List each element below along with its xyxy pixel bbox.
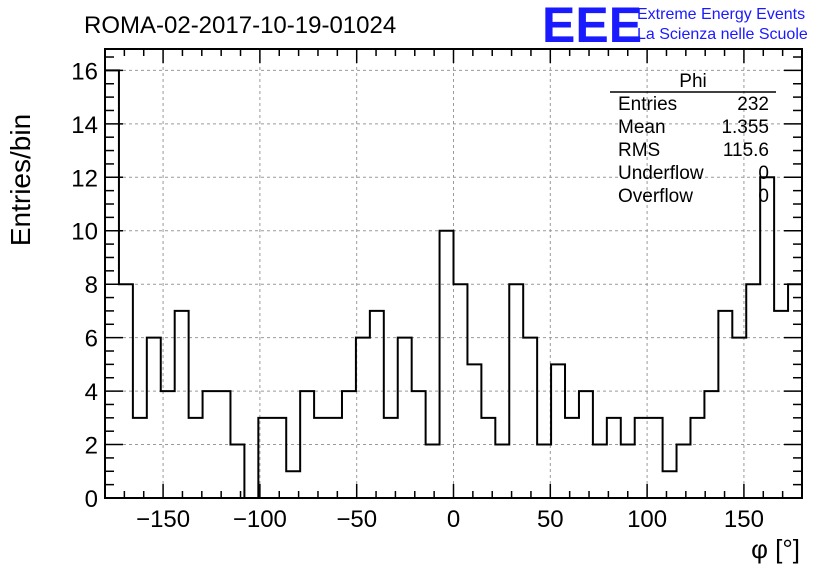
y-axis-label: Entries/bin <box>5 114 36 246</box>
histogram-bin <box>412 391 426 498</box>
histogram-bin <box>175 311 189 498</box>
histogram-bin <box>509 284 523 498</box>
stats-row-label: Mean <box>618 117 666 138</box>
histogram-bin <box>593 445 607 498</box>
x-tick-label: −100 <box>233 506 287 533</box>
histogram-bin <box>314 418 328 498</box>
histogram-bin <box>398 338 412 498</box>
stats-row-label: Entries <box>618 94 677 115</box>
histogram-bin <box>718 311 732 498</box>
x-tick-label: 0 <box>447 506 460 533</box>
histogram-bin <box>384 418 398 498</box>
stats-row: Overflow 0 <box>618 186 769 207</box>
histogram-bin <box>300 391 314 498</box>
stats-row-label: Underflow <box>618 163 704 184</box>
histogram-bin <box>467 364 481 498</box>
y-tick-label: 8 <box>85 272 98 299</box>
histogram-bin <box>774 311 788 498</box>
histogram-bin <box>342 391 356 498</box>
histogram-bin <box>551 364 565 498</box>
histogram-bin <box>426 445 440 498</box>
stats-row-label: Overflow <box>618 186 693 207</box>
y-tick-label: 4 <box>85 379 98 406</box>
histogram-bin <box>161 391 175 498</box>
histogram-bin <box>663 471 677 498</box>
histogram-series <box>104 69 803 499</box>
histogram-bin <box>217 391 231 498</box>
y-tick-label: 2 <box>85 433 98 460</box>
histogram-bin <box>495 445 509 498</box>
histogram-bin <box>523 338 537 498</box>
eee-logo: EEE Extreme Energy Events La Scienza nel… <box>542 0 808 53</box>
x-tick-label: −50 <box>336 506 377 533</box>
histogram-bin <box>579 391 593 498</box>
y-tick-label: 10 <box>71 219 98 246</box>
y-axis: 0 2 4 6 8 10 12 14 16 <box>71 56 802 513</box>
y-tick-label: 16 <box>71 58 98 85</box>
histogram-bin <box>230 445 244 498</box>
stats-row: RMS 115.6 <box>618 140 769 161</box>
histogram-bin <box>454 284 468 498</box>
histogram-bin <box>147 338 161 498</box>
x-tick-label: 100 <box>627 506 667 533</box>
histogram-bin <box>760 177 774 498</box>
x-axis: −150 −100 −50 0 50 100 150 <box>104 49 803 533</box>
histogram-bin <box>481 418 495 498</box>
histogram-bin <box>649 418 663 498</box>
histogram-bin <box>356 338 370 498</box>
stats-title: Phi <box>679 71 706 92</box>
histogram-bin <box>565 418 579 498</box>
logo-line-2: La Scienza nelle Scuole <box>637 26 808 43</box>
x-tick-label: −150 <box>136 506 190 533</box>
stats-row-value: 115.6 <box>723 140 769 161</box>
stats-row: Entries 232 <box>618 94 769 115</box>
histogram-bin <box>746 284 760 498</box>
logo-mark: EEE <box>542 0 642 53</box>
histogram-bin <box>690 418 704 498</box>
stats-row-value: 0 <box>758 186 769 207</box>
histogram-bin <box>189 418 203 498</box>
histogram-bin <box>621 445 635 498</box>
stats-row: Mean 1.355 <box>618 117 769 138</box>
stats-row-value: 232 <box>737 94 769 115</box>
y-tick-label: 6 <box>85 326 98 353</box>
histogram-bin <box>203 391 217 498</box>
stats-row-value: 0 <box>758 163 769 184</box>
stats-row: Underflow 0 <box>618 163 769 184</box>
x-tick-label: 150 <box>724 506 764 533</box>
histogram-bin <box>704 391 718 498</box>
x-axis-label: φ [°] <box>751 534 800 564</box>
logo-line-1: Extreme Energy Events <box>637 6 805 23</box>
histogram-bin <box>328 418 342 498</box>
x-tick-label: 50 <box>537 506 564 533</box>
y-tick-label: 12 <box>71 165 98 192</box>
histogram-bin <box>732 338 746 498</box>
y-tick-label: 0 <box>85 486 98 513</box>
histogram-bin <box>272 418 286 498</box>
histogram-bin <box>537 445 551 498</box>
histogram-bin <box>370 311 384 498</box>
chart-title: ROMA-02-2017-10-19-01024 <box>84 12 396 39</box>
histogram-bin <box>677 445 691 498</box>
histogram-bin <box>607 418 621 498</box>
stats-row-value: 1.355 <box>721 117 769 138</box>
histogram-bin <box>440 231 454 498</box>
stats-row-label: RMS <box>618 140 660 161</box>
y-tick-label: 14 <box>71 112 98 139</box>
histogram-bin <box>133 418 147 498</box>
